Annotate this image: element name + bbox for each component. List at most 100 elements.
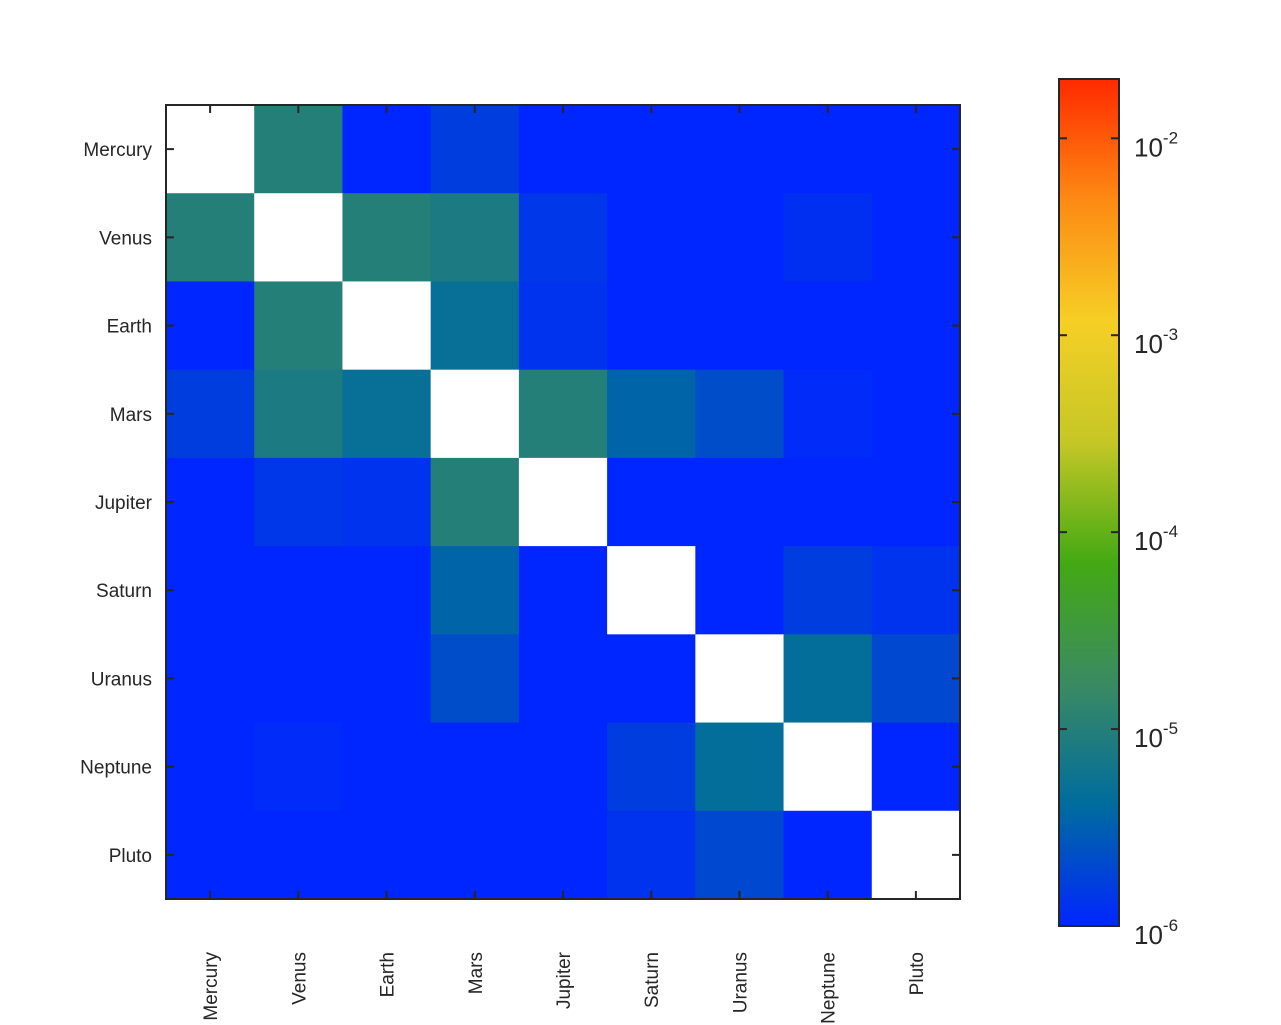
heatmap-cell-mercury-saturn xyxy=(607,105,696,194)
y-tick-label-jupiter: Jupiter xyxy=(95,493,153,514)
colorbar xyxy=(1058,78,1120,927)
heatmap-cell-uranus-neptune xyxy=(783,634,873,724)
heatmap-cell-jupiter-jupiter xyxy=(518,457,608,547)
heatmap-cell-pluto-earth xyxy=(342,810,432,900)
heatmap-cell-mars-mercury xyxy=(166,369,255,459)
heatmap-cell-pluto-mercury xyxy=(166,810,255,900)
heatmap-cell-earth-saturn xyxy=(607,281,696,371)
heatmap-cell-neptune-mars xyxy=(430,722,520,812)
heatmap-cell-earth-uranus xyxy=(695,281,785,371)
heatmap-cell-uranus-venus xyxy=(254,634,344,724)
axis-ticks xyxy=(166,105,960,899)
x-tick-label-mercury: Mercury xyxy=(201,952,222,1021)
heatmap-cell-mercury-uranus xyxy=(695,105,785,194)
x-tick-label-jupiter: Jupiter xyxy=(554,951,575,1009)
colorbar-tick-exponent: -3 xyxy=(1163,325,1178,344)
heatmap-cell-uranus-jupiter xyxy=(518,634,608,724)
heatmap-cell-earth-neptune xyxy=(783,281,873,371)
heatmap-cell-neptune-mercury xyxy=(166,722,255,812)
heatmap-cells xyxy=(166,105,961,900)
heatmap-cell-venus-earth xyxy=(342,193,432,283)
heatmap-cell-jupiter-neptune xyxy=(783,457,873,547)
heatmap-cell-mars-saturn xyxy=(607,369,696,459)
colorbar-tick-exponent: -4 xyxy=(1163,522,1178,541)
heatmap-cell-mars-venus xyxy=(254,369,344,459)
heatmap-cell-mercury-mercury xyxy=(166,105,255,194)
heatmap-cell-neptune-uranus xyxy=(695,722,785,812)
heatmap-cell-earth-earth xyxy=(342,281,432,371)
heatmap-cell-neptune-saturn xyxy=(607,722,696,812)
heatmap-cell-mars-pluto xyxy=(871,369,961,459)
colorbar-tick-exponent: -5 xyxy=(1163,719,1178,738)
colorbar-tick-base: 10 xyxy=(1134,132,1163,162)
heatmap-cell-mars-uranus xyxy=(695,369,785,459)
x-tick-label-neptune: Neptune xyxy=(819,952,840,1024)
heatmap-cell-saturn-uranus xyxy=(695,546,785,635)
colorbar-tick-label: 10-4 xyxy=(1134,522,1178,556)
y-tick-label-mars: Mars xyxy=(110,405,152,426)
heatmap-cell-venus-jupiter xyxy=(518,193,608,283)
colorbar-ticks xyxy=(1059,137,1119,927)
heatmap-cell-earth-venus xyxy=(254,281,344,371)
heatmap-cell-neptune-venus xyxy=(254,722,344,812)
heatmap-cell-saturn-earth xyxy=(342,546,432,635)
x-tick-label-mars: Mars xyxy=(466,952,487,994)
heatmap-cell-mars-neptune xyxy=(783,369,873,459)
heatmap-cell-mercury-pluto xyxy=(871,105,961,194)
heatmap-cell-uranus-earth xyxy=(342,634,432,724)
heatmap-cell-jupiter-uranus xyxy=(695,457,785,547)
colorbar-tick-base: 10 xyxy=(1134,329,1163,359)
heatmap-cell-earth-pluto xyxy=(871,281,961,371)
heatmap-cell-mercury-neptune xyxy=(783,105,873,194)
heatmap-cell-mars-mars xyxy=(430,369,520,459)
y-tick-label-saturn: Saturn xyxy=(96,581,152,602)
heatmap-cell-saturn-mars xyxy=(430,546,520,635)
heatmap-cell-pluto-venus xyxy=(254,810,344,900)
heatmap-cell-saturn-saturn xyxy=(607,546,696,635)
x-tick-labels: Mercury Venus Earth Mars Jupiter Saturn Uranus… xyxy=(201,951,928,1024)
heatmap-cell-venus-mercury xyxy=(166,193,255,283)
heatmap-cell-saturn-jupiter xyxy=(518,546,608,635)
heatmap-cell-earth-mercury xyxy=(166,281,255,371)
x-tick-label-uranus: Uranus xyxy=(730,952,751,1013)
colorbar-tick-label: 10-3 xyxy=(1134,325,1178,359)
colorbar-tick-exponent: -2 xyxy=(1163,128,1178,147)
heatmap-cell-pluto-saturn xyxy=(607,810,696,900)
heatmap-cell-venus-venus xyxy=(254,193,344,283)
y-tick-label-uranus: Uranus xyxy=(91,669,152,690)
y-tick-label-earth: Earth xyxy=(107,317,152,338)
colorbar-tick-label: 10-6 xyxy=(1134,916,1178,950)
heatmap-cell-venus-pluto xyxy=(871,193,961,283)
heatmap-cell-pluto-uranus xyxy=(695,810,785,900)
colorbar-tick-exponent: -6 xyxy=(1163,916,1178,935)
heatmap-cell-uranus-mercury xyxy=(166,634,255,724)
heatmap-cell-jupiter-mars xyxy=(430,457,520,547)
colorbar-tick-base: 10 xyxy=(1134,723,1163,753)
heatmap-cell-pluto-pluto xyxy=(871,810,961,900)
heatmap-cell-saturn-pluto xyxy=(871,546,961,635)
heatmap-cell-mercury-jupiter xyxy=(518,105,608,194)
heatmap-cell-neptune-earth xyxy=(342,722,432,812)
heatmap-cell-neptune-jupiter xyxy=(518,722,608,812)
heatmap-cell-jupiter-mercury xyxy=(166,457,255,547)
y-tick-label-venus: Venus xyxy=(99,228,152,249)
heatmap-cell-pluto-mars xyxy=(430,810,520,900)
heatmap-cell-uranus-uranus xyxy=(695,634,785,724)
heatmap-cell-saturn-neptune xyxy=(783,546,873,635)
heatmap-cell-mercury-mars xyxy=(430,105,520,194)
heatmap-cell-uranus-pluto xyxy=(871,634,961,724)
heatmap-cell-venus-uranus xyxy=(695,193,785,283)
heatmap-cell-earth-mars xyxy=(430,281,520,371)
x-tick-label-saturn: Saturn xyxy=(642,952,663,1008)
heatmap-cell-neptune-neptune xyxy=(783,722,873,812)
heatmap-cell-mercury-venus xyxy=(254,105,344,194)
y-tick-labels: Mercury Venus Earth Mars Jupiter Saturn Uranus… xyxy=(80,140,153,867)
y-tick-label-neptune: Neptune xyxy=(80,758,152,779)
heatmap-cell-mars-jupiter xyxy=(518,369,608,459)
heatmap-cell-uranus-mars xyxy=(430,634,520,724)
heatmap-cell-jupiter-earth xyxy=(342,457,432,547)
heatmap-cell-mercury-earth xyxy=(342,105,432,194)
heatmap-cell-venus-neptune xyxy=(783,193,873,283)
colorbar-tick-label: 10-2 xyxy=(1134,128,1178,162)
